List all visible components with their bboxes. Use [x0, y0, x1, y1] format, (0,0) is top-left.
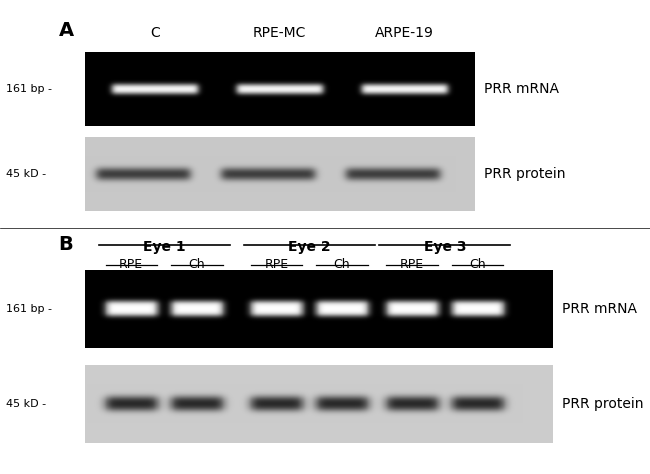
Text: RPE: RPE — [119, 258, 144, 271]
Text: ARPE-19: ARPE-19 — [375, 26, 434, 40]
Text: C: C — [150, 26, 160, 40]
Text: RPE-MC: RPE-MC — [253, 26, 306, 40]
Text: A: A — [58, 21, 73, 40]
Text: RPE: RPE — [265, 258, 289, 271]
Text: Ch: Ch — [188, 258, 205, 271]
Text: 161 bp -: 161 bp - — [6, 84, 53, 94]
Text: Eye 2: Eye 2 — [288, 240, 330, 254]
Text: Eye 1: Eye 1 — [143, 240, 185, 254]
Text: RPE: RPE — [400, 258, 424, 271]
Text: B: B — [58, 235, 73, 254]
Text: Ch: Ch — [333, 258, 350, 271]
Text: PRR protein: PRR protein — [562, 397, 644, 411]
Text: PRR mRNA: PRR mRNA — [484, 82, 559, 96]
Text: Ch: Ch — [469, 258, 486, 271]
Text: 45 kD -: 45 kD - — [6, 169, 47, 179]
Text: PRR protein: PRR protein — [484, 167, 566, 181]
Text: 45 kD -: 45 kD - — [6, 399, 47, 409]
Text: 161 bp -: 161 bp - — [6, 304, 53, 314]
Text: PRR mRNA: PRR mRNA — [562, 302, 637, 316]
Text: Eye 3: Eye 3 — [424, 240, 466, 254]
